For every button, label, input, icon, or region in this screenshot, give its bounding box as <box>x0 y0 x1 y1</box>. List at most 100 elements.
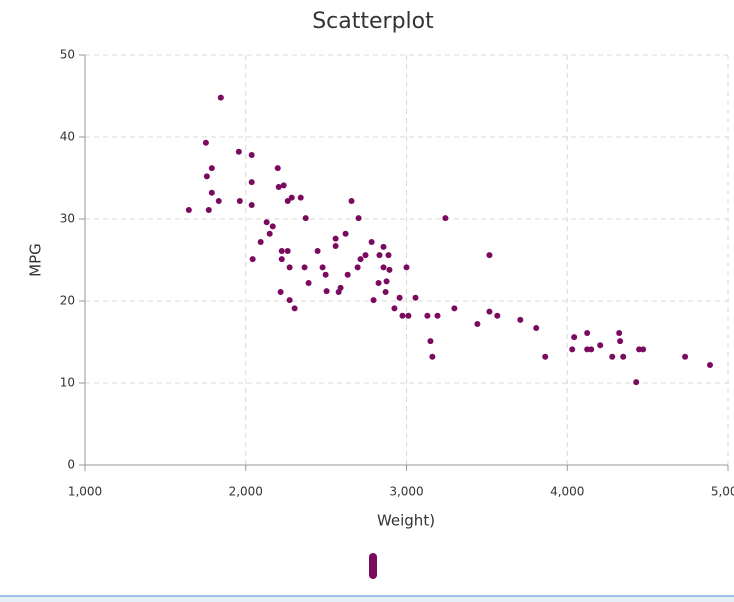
point <box>319 264 326 271</box>
point <box>249 256 256 263</box>
point <box>288 194 295 201</box>
point <box>217 94 224 101</box>
point <box>386 266 393 273</box>
point <box>297 194 304 201</box>
point <box>424 312 431 319</box>
point <box>494 312 501 319</box>
point <box>571 334 578 341</box>
x-tick-label: 1,000 <box>68 485 102 499</box>
x-axis-label: Weight) <box>377 512 435 530</box>
point <box>236 197 243 204</box>
point <box>362 252 369 259</box>
point <box>474 320 481 327</box>
point <box>617 338 624 345</box>
point <box>314 247 321 254</box>
point <box>269 223 276 230</box>
point <box>248 179 255 186</box>
point <box>380 264 387 271</box>
point <box>391 305 398 312</box>
legend-symbol <box>369 553 377 579</box>
point <box>403 264 410 271</box>
point <box>344 271 351 278</box>
point <box>486 252 493 259</box>
y-tick-label: 0 <box>67 458 75 472</box>
y-tick-label: 50 <box>60 48 75 62</box>
point <box>302 215 309 222</box>
point <box>399 312 406 319</box>
point <box>203 173 210 180</box>
point <box>305 279 312 286</box>
point <box>396 294 403 301</box>
y-tick-label: 10 <box>60 376 75 390</box>
point <box>616 329 623 336</box>
point <box>235 148 242 155</box>
point <box>342 230 349 237</box>
point <box>348 197 355 204</box>
point <box>427 338 434 345</box>
point <box>215 197 222 204</box>
y-tick-label: 30 <box>60 212 75 226</box>
point <box>205 206 212 213</box>
point <box>706 361 713 368</box>
point <box>569 346 576 353</box>
point <box>385 252 392 259</box>
point <box>357 256 364 263</box>
point <box>332 243 339 250</box>
point <box>383 278 390 285</box>
point <box>434 312 441 319</box>
x-tick-label: 4,000 <box>550 485 584 499</box>
point <box>291 305 298 312</box>
y-tick-label: 20 <box>60 294 75 308</box>
point <box>584 329 591 336</box>
x-tick-label: 2,000 <box>229 485 263 499</box>
point <box>280 182 287 189</box>
point <box>588 346 595 353</box>
point <box>451 305 458 312</box>
point <box>382 288 389 295</box>
point <box>429 353 436 360</box>
point <box>486 308 493 315</box>
chart-title: Scatterplot <box>312 9 434 34</box>
point <box>412 294 419 301</box>
point <box>682 353 689 360</box>
point <box>533 325 540 332</box>
point <box>286 297 293 304</box>
point <box>266 230 273 237</box>
bottom-strip <box>0 596 734 602</box>
point <box>284 247 291 254</box>
point <box>278 256 285 263</box>
point <box>248 152 255 159</box>
point <box>248 202 255 209</box>
point <box>278 247 285 254</box>
x-tick-label: 3,000 <box>389 485 423 499</box>
point <box>277 288 284 295</box>
y-tick-label: 40 <box>60 130 75 144</box>
point <box>633 379 640 386</box>
point <box>323 288 330 295</box>
point <box>275 184 282 191</box>
point <box>332 235 339 242</box>
point <box>208 189 215 196</box>
point <box>284 197 291 204</box>
point <box>354 264 361 271</box>
point <box>368 238 375 245</box>
point <box>405 312 412 319</box>
point <box>322 271 329 278</box>
point <box>376 252 383 259</box>
point <box>185 206 192 213</box>
point <box>370 297 377 304</box>
point <box>263 219 270 226</box>
point <box>337 284 344 291</box>
point <box>301 264 308 271</box>
point <box>620 353 627 360</box>
point <box>542 353 549 360</box>
point <box>442 215 449 222</box>
y-axis-label: MPG <box>27 243 45 277</box>
point <box>355 215 362 222</box>
point <box>375 279 382 286</box>
point <box>257 238 264 245</box>
point <box>380 243 387 250</box>
point <box>286 264 293 271</box>
